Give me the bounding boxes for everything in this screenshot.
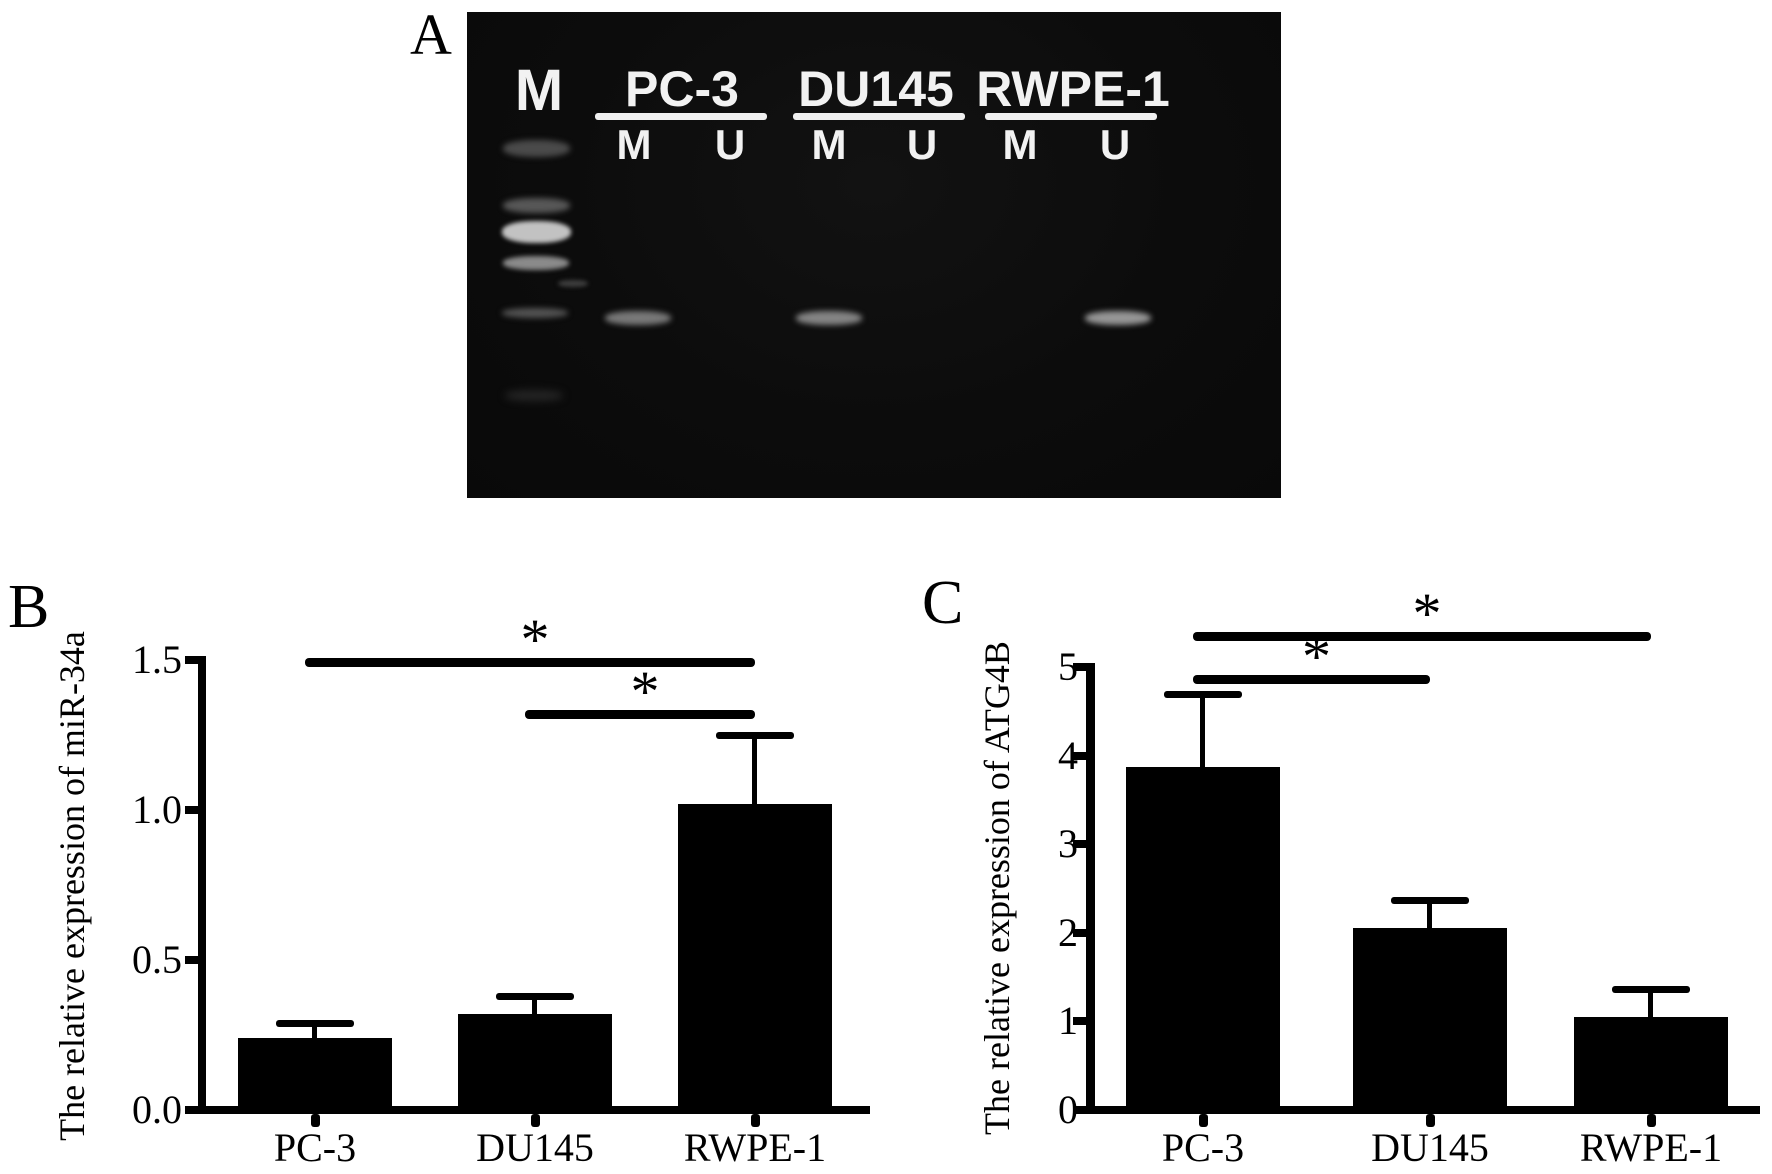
panel-b-error-cap-RWPE-1 bbox=[716, 732, 794, 739]
panel-c-error-whisker-RWPE-1 bbox=[1648, 988, 1653, 1019]
panel-c-bar-PC-3 bbox=[1126, 767, 1280, 1114]
gel-lane-label-DU145-M: M bbox=[811, 121, 847, 168]
panel-c-x-category-label-DU145: DU145 bbox=[1371, 1125, 1489, 1170]
panel-b-bar-RWPE-1 bbox=[678, 804, 832, 1114]
panel-c-y-tick-5 bbox=[1073, 663, 1086, 671]
panel-c-y-tick-label-1: 1 bbox=[1058, 998, 1078, 1044]
gel-band-RWPE-1-U bbox=[1085, 311, 1151, 325]
ladder-band bbox=[502, 221, 571, 243]
panel-b-error-whisker-DU145 bbox=[532, 996, 537, 1016]
gel-group-underline bbox=[595, 113, 767, 120]
panel-c-y-tick-label-0: 0 bbox=[1058, 1087, 1078, 1132]
panel-b-y-tick-label-1.0: 1.0 bbox=[132, 787, 182, 832]
gel-band-PC-3-M bbox=[605, 311, 671, 325]
panel-b-x-category-label-RWPE-1: RWPE-1 bbox=[683, 1125, 827, 1170]
gel-lane-label-RWPE-1-M: M bbox=[1002, 121, 1038, 168]
panel-c-significance-line-PC-3-DU145 bbox=[1193, 675, 1430, 684]
panel-c-label: C bbox=[922, 569, 964, 637]
ladder-band bbox=[503, 140, 570, 157]
gel-lane-label-RWPE-1-U: U bbox=[1099, 121, 1131, 168]
panel-c-y-tick-1 bbox=[1073, 1017, 1086, 1026]
gel-lane-label-PC-3-U: U bbox=[714, 121, 746, 168]
panel-c-y-tick-3 bbox=[1073, 840, 1086, 849]
panel-c-y-axis bbox=[1086, 663, 1095, 1114]
panel-c-significance-asterisk-PC-3-RWPE-1: * bbox=[1412, 581, 1442, 646]
panel-b-error-cap-DU145 bbox=[496, 993, 574, 1000]
gel-group-underline bbox=[793, 113, 965, 120]
panel-b-y-tick-0.0 bbox=[185, 1106, 198, 1114]
panel-b-error-whisker-RWPE-1 bbox=[752, 735, 757, 806]
panel-c-significance-line-PC-3-RWPE-1 bbox=[1193, 632, 1651, 641]
gel-lane-label-PC-3-M: M bbox=[616, 121, 652, 168]
gel-image: M PC-3 M U DU145 M U RWPE-1 M U bbox=[467, 12, 1281, 498]
panel-b-bar-PC-3 bbox=[238, 1038, 392, 1114]
panel-b-significance-line-PC-3-RWPE-1 bbox=[305, 658, 755, 667]
panel-c-y-tick-label-3: 3 bbox=[1058, 821, 1078, 867]
panel-c-y-tick-label-4: 4 bbox=[1058, 732, 1078, 778]
panel-c-x-tick-PC-3 bbox=[1199, 1114, 1208, 1127]
panel-b-error-whisker-PC-3 bbox=[312, 1023, 317, 1040]
gel-group-label-RWPE-1: RWPE-1 bbox=[976, 61, 1170, 117]
panel-b-significance-asterisk-DU145-RWPE-1: * bbox=[630, 659, 660, 724]
panel-c-y-tick-0 bbox=[1073, 1106, 1086, 1114]
gel-group-label-DU145: DU145 bbox=[798, 61, 954, 117]
panel-c-y-tick-2 bbox=[1073, 928, 1086, 937]
panel-c-y-tick-label-2: 2 bbox=[1058, 909, 1078, 955]
panel-a-label: A bbox=[410, 2, 452, 67]
ladder-band bbox=[558, 280, 588, 287]
panel-c-x-category-label-RWPE-1: RWPE-1 bbox=[1579, 1125, 1723, 1170]
panel-c-error-cap-PC-3 bbox=[1164, 691, 1242, 699]
panel-b-y-tick-label-0.5: 0.5 bbox=[132, 937, 182, 982]
gel-lane-label-DU145-U: U bbox=[906, 121, 938, 168]
panel-b-y-tick-label-0.0: 0.0 bbox=[132, 1087, 182, 1132]
panel-c-y-tick-4 bbox=[1073, 751, 1086, 760]
panel-b-y-tick-1.0 bbox=[185, 806, 198, 814]
gel-group-label-PC-3: PC-3 bbox=[625, 61, 739, 117]
panel-c-error-whisker-PC-3 bbox=[1200, 694, 1205, 770]
panel-b-label: B bbox=[8, 573, 50, 641]
panel-b-error-cap-PC-3 bbox=[276, 1020, 354, 1027]
panel-b-significance-line-DU145-RWPE-1 bbox=[525, 710, 755, 719]
panel-c-significance-asterisk-PC-3-DU145: * bbox=[1302, 624, 1331, 689]
panel-c-error-cap-DU145 bbox=[1391, 897, 1469, 905]
panel-c-x-category-label-PC-3: PC-3 bbox=[1161, 1125, 1245, 1170]
panel-c-bar-DU145 bbox=[1353, 928, 1507, 1114]
panel-b-y-axis bbox=[198, 656, 206, 1114]
panel-b-x-tick-PC-3 bbox=[311, 1114, 320, 1127]
panel-c-y-tick-label-5: 5 bbox=[1058, 644, 1078, 689]
panel-b-y-tick-1.5 bbox=[185, 656, 198, 664]
panel-b-x-category-label-DU145: DU145 bbox=[476, 1125, 594, 1170]
panel-b-significance-asterisk-PC-3-RWPE-1: * bbox=[520, 607, 550, 672]
panel-b-bar-DU145 bbox=[458, 1014, 612, 1114]
panel-c-x-tick-RWPE-1 bbox=[1647, 1114, 1656, 1127]
panel-b-x-tick-DU145 bbox=[531, 1114, 540, 1127]
gel-marker-lane-label: M bbox=[514, 58, 564, 123]
ladder-band bbox=[503, 256, 569, 270]
panel-c-bar-RWPE-1 bbox=[1574, 1016, 1728, 1114]
gel-band-DU145-M bbox=[796, 311, 862, 325]
gel-group-underline bbox=[985, 113, 1157, 120]
ladder-band bbox=[505, 390, 563, 401]
panel-c-error-whisker-DU145 bbox=[1427, 900, 1432, 931]
panel-b-x-tick-RWPE-1 bbox=[751, 1114, 760, 1127]
panel-b-x-category-label-PC-3: PC-3 bbox=[273, 1125, 357, 1170]
panel-b-y-tick-label-1.5: 1.5 bbox=[132, 637, 182, 682]
panel-c-x-tick-DU145 bbox=[1426, 1114, 1435, 1127]
ladder-band bbox=[502, 308, 568, 318]
ladder-band bbox=[503, 198, 570, 213]
panel-c-error-cap-RWPE-1 bbox=[1612, 985, 1690, 993]
panel-b-y-tick-0.5 bbox=[185, 956, 198, 964]
